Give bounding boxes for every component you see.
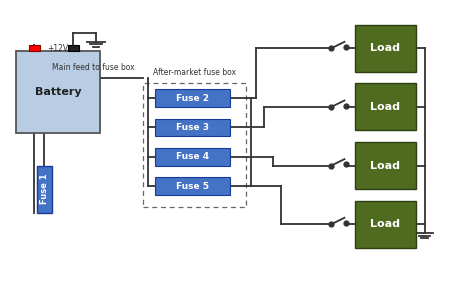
Text: After-market fuse box: After-market fuse box <box>153 68 236 77</box>
Text: Fuse 3: Fuse 3 <box>176 123 209 132</box>
Bar <box>355 201 416 248</box>
Bar <box>36 165 52 213</box>
Text: Fuse 1: Fuse 1 <box>40 174 49 204</box>
Bar <box>355 25 416 72</box>
Bar <box>155 119 230 136</box>
Text: Load: Load <box>371 219 401 229</box>
Bar <box>68 45 79 51</box>
Bar <box>155 89 230 107</box>
Text: +12V: +12V <box>47 44 69 52</box>
Text: Load: Load <box>371 43 401 53</box>
Text: Fuse 5: Fuse 5 <box>176 182 209 191</box>
Bar <box>355 83 416 131</box>
Bar <box>28 45 40 51</box>
Text: Fuse 2: Fuse 2 <box>176 94 209 103</box>
Bar <box>155 148 230 165</box>
Text: Load: Load <box>371 161 401 170</box>
Text: Main feed to fuse box: Main feed to fuse box <box>52 63 135 72</box>
Bar <box>16 51 100 133</box>
Bar <box>355 142 416 189</box>
Text: Load: Load <box>371 102 401 112</box>
Bar <box>143 83 246 207</box>
Text: Battery: Battery <box>35 87 81 97</box>
Bar <box>155 177 230 195</box>
Text: Fuse 4: Fuse 4 <box>176 152 209 161</box>
